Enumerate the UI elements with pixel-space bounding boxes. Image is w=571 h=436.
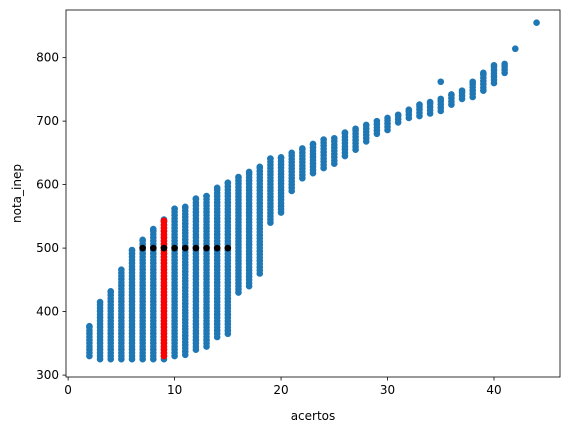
x-tick-label: 0 xyxy=(64,383,72,397)
data-point xyxy=(213,184,221,192)
data-point xyxy=(299,145,306,152)
data-point xyxy=(181,203,189,211)
data-point xyxy=(437,78,445,86)
x-tick-label: 20 xyxy=(273,383,288,397)
data-point xyxy=(107,287,115,295)
y-tick-label: 500 xyxy=(36,241,59,255)
data-point xyxy=(203,192,210,200)
y-tick-label: 300 xyxy=(36,368,59,382)
data-point xyxy=(341,129,349,136)
data-point xyxy=(139,236,146,244)
data-point xyxy=(203,244,210,252)
x-axis-label: acertos xyxy=(291,409,336,423)
data-point xyxy=(160,217,168,225)
plot-marks xyxy=(86,19,540,363)
data-point xyxy=(352,125,359,133)
data-point xyxy=(224,244,232,252)
data-point xyxy=(511,45,519,53)
data-point xyxy=(150,225,157,233)
data-point xyxy=(128,246,136,254)
data-point xyxy=(181,244,189,252)
data-point xyxy=(213,244,221,252)
data-point xyxy=(533,19,540,27)
data-point xyxy=(192,195,200,202)
data-point xyxy=(267,155,274,162)
y-tick-label: 400 xyxy=(36,305,59,319)
data-point xyxy=(362,121,370,129)
data-point xyxy=(490,61,498,69)
data-point xyxy=(458,87,466,94)
data-point xyxy=(405,106,413,113)
data-point xyxy=(394,111,402,119)
y-axis-ticks: 300 400 500 600 700 800 xyxy=(36,51,66,382)
data-point xyxy=(160,244,168,252)
data-point xyxy=(192,244,200,252)
data-point xyxy=(501,60,508,68)
data-point xyxy=(171,205,178,213)
x-tick-label: 10 xyxy=(167,383,182,397)
y-tick-label: 600 xyxy=(36,178,59,192)
y-tick-label: 700 xyxy=(36,114,59,128)
x-tick-label: 40 xyxy=(486,383,501,397)
data-point xyxy=(320,136,327,143)
axes-frame xyxy=(65,9,561,378)
y-axis-label: nota_inep xyxy=(10,164,24,223)
data-point xyxy=(171,244,178,252)
data-point xyxy=(373,117,381,125)
data-point xyxy=(224,179,232,187)
data-point xyxy=(480,69,487,77)
data-point xyxy=(469,78,477,86)
data-point xyxy=(288,149,296,157)
data-point xyxy=(384,114,391,122)
data-point xyxy=(235,173,242,181)
data-point xyxy=(256,163,264,171)
data-point xyxy=(437,95,445,103)
data-point xyxy=(150,244,157,252)
x-tick-label: 30 xyxy=(380,383,395,397)
data-point xyxy=(86,322,93,330)
x-axis-ticks: 0 10 20 30 40 xyxy=(64,377,502,397)
data-point xyxy=(309,140,317,148)
data-point xyxy=(277,154,285,161)
data-point xyxy=(118,266,125,273)
data-point xyxy=(245,168,253,176)
data-point xyxy=(416,101,423,108)
data-point xyxy=(426,98,434,106)
y-tick-label: 800 xyxy=(36,51,59,65)
data-point xyxy=(330,134,338,142)
data-point xyxy=(448,91,455,98)
data-point xyxy=(139,244,146,252)
data-point xyxy=(96,298,104,306)
